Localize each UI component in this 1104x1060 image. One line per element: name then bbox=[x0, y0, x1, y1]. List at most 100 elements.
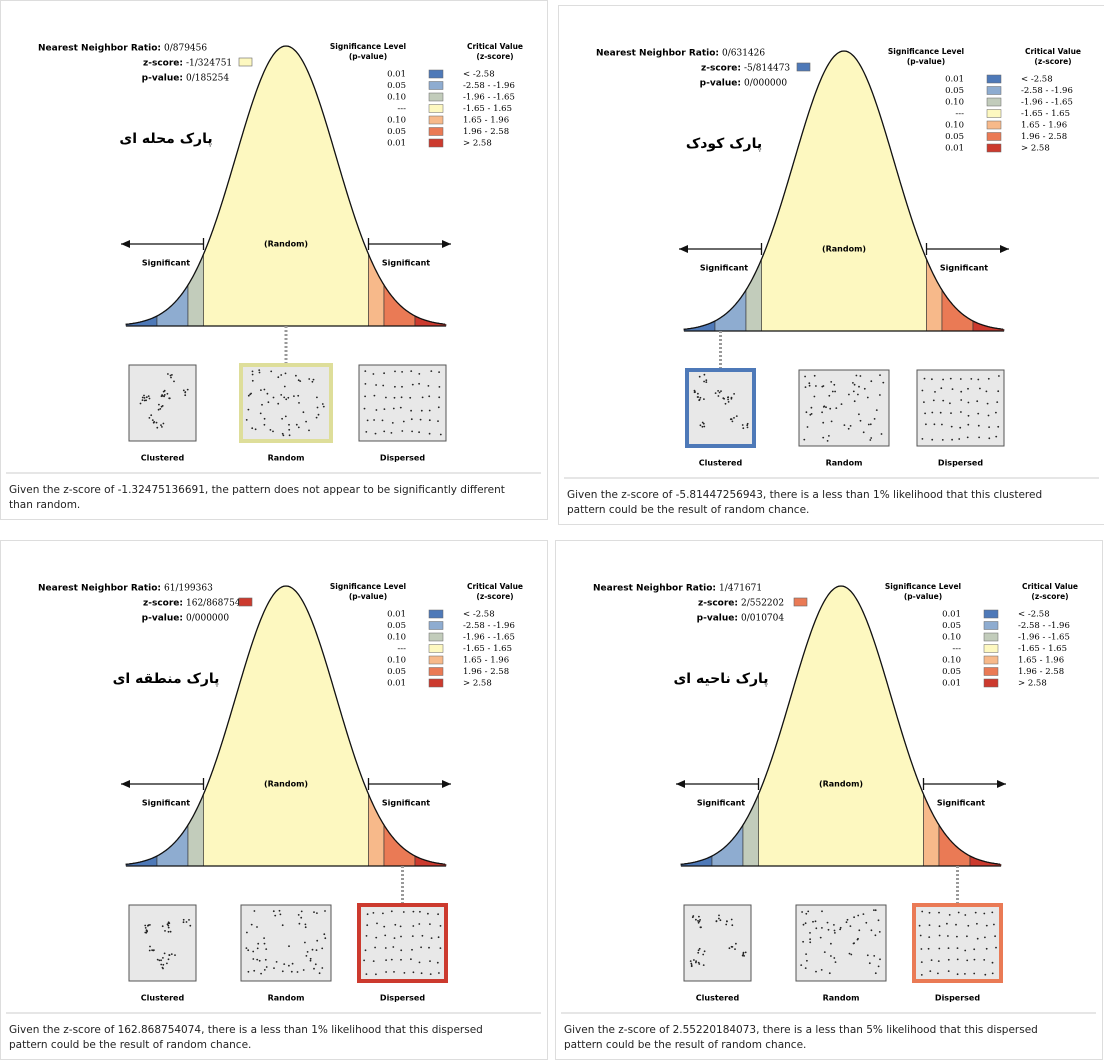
legend-z: -2.58 - -1.96 bbox=[1018, 621, 1070, 631]
pattern-point bbox=[919, 925, 921, 927]
legend-z: -1.65 - 1.65 bbox=[463, 104, 512, 114]
pattern-point bbox=[366, 924, 368, 926]
pattern-point bbox=[983, 959, 985, 961]
pattern-point bbox=[255, 428, 257, 430]
pattern-point bbox=[403, 911, 405, 913]
pattern-point bbox=[300, 917, 302, 919]
legend-header: Significance Level bbox=[885, 582, 961, 591]
pattern-point bbox=[821, 969, 823, 971]
pattern-point bbox=[171, 953, 173, 955]
random-label: (Random) bbox=[264, 780, 308, 789]
pattern-point bbox=[942, 400, 944, 402]
pattern-point bbox=[988, 378, 990, 380]
legend-z: -1.96 - -1.65 bbox=[463, 93, 515, 103]
pattern-point bbox=[879, 394, 881, 396]
pattern-point bbox=[174, 954, 176, 956]
pattern-point bbox=[815, 385, 817, 387]
pattern-point bbox=[144, 925, 146, 927]
pattern-point bbox=[307, 951, 309, 953]
pattern-point bbox=[937, 973, 939, 975]
legend-z: 1.65 - 1.96 bbox=[463, 116, 509, 126]
legend-p: 0.01 bbox=[387, 139, 406, 149]
pattern-point bbox=[170, 377, 172, 379]
pattern-point bbox=[863, 913, 865, 915]
pattern-point bbox=[823, 385, 825, 387]
legend-z: > 2.58 bbox=[1018, 679, 1047, 689]
legend-z: -2.58 - -1.96 bbox=[463, 621, 515, 631]
pattern-point bbox=[298, 914, 300, 916]
report-panel: (Random)SignificantSignificantNearest Ne… bbox=[0, 540, 548, 1060]
pattern-point bbox=[318, 414, 320, 416]
pattern-point bbox=[938, 948, 940, 950]
legend-header: (p-value) bbox=[907, 57, 945, 66]
legend-p: 0.01 bbox=[945, 144, 964, 154]
pattern-point bbox=[252, 380, 254, 382]
pattern-point bbox=[815, 971, 817, 973]
pattern-point bbox=[277, 403, 279, 405]
pattern-point bbox=[438, 936, 440, 938]
pattern-point bbox=[814, 396, 816, 398]
stat-label: z-score: bbox=[143, 599, 183, 609]
pattern-point bbox=[273, 967, 275, 969]
legend-swatch bbox=[984, 633, 998, 641]
pattern-point bbox=[939, 925, 941, 927]
pattern-point bbox=[260, 973, 262, 975]
pattern-point bbox=[148, 395, 150, 397]
pattern-point bbox=[949, 402, 951, 404]
pattern-point bbox=[725, 924, 727, 926]
random-label: (Random) bbox=[264, 240, 308, 249]
pattern-point bbox=[934, 423, 936, 425]
pattern-point bbox=[321, 967, 323, 969]
pattern-point bbox=[164, 390, 166, 392]
stat-value: 0/879456 bbox=[164, 44, 207, 54]
stat-value: 0/000000 bbox=[186, 614, 229, 624]
pattern-point bbox=[438, 406, 440, 408]
pattern-point bbox=[847, 919, 849, 921]
legend-z: > 2.58 bbox=[463, 139, 492, 149]
pattern-point bbox=[703, 398, 705, 400]
pattern-point bbox=[698, 949, 700, 951]
pattern-label: Random bbox=[823, 994, 860, 1003]
pattern-point bbox=[941, 424, 943, 426]
legend-swatch bbox=[429, 93, 443, 101]
curve-region bbox=[743, 794, 759, 866]
legend-swatch bbox=[984, 668, 998, 676]
pattern-point bbox=[870, 380, 872, 382]
pattern-point bbox=[987, 403, 989, 405]
pattern-point bbox=[315, 963, 317, 965]
pattern-point bbox=[418, 431, 420, 433]
pattern-point bbox=[857, 394, 859, 396]
pattern-point bbox=[731, 946, 733, 948]
pattern-point bbox=[270, 429, 272, 431]
pattern-point bbox=[923, 401, 925, 403]
pattern-box bbox=[241, 905, 331, 981]
pattern-point bbox=[834, 932, 836, 934]
legend-p: 0.05 bbox=[387, 127, 406, 137]
pattern-point bbox=[951, 439, 953, 441]
legend-z: < -2.58 bbox=[1021, 75, 1053, 85]
pattern-point bbox=[733, 417, 735, 419]
pattern-point bbox=[828, 395, 830, 397]
pattern-point bbox=[720, 390, 722, 392]
legend-p: 0.01 bbox=[387, 70, 406, 80]
pattern-point bbox=[261, 404, 263, 406]
pattern-point bbox=[160, 959, 162, 961]
pattern-label: Clustered bbox=[696, 994, 740, 1003]
pattern-point bbox=[256, 959, 258, 961]
report-panel: (Random)SignificantSignificantNearest Ne… bbox=[558, 5, 1104, 525]
pattern-point bbox=[384, 408, 386, 410]
pattern-point bbox=[385, 971, 387, 973]
pattern-point bbox=[303, 411, 305, 413]
pattern-point bbox=[703, 423, 705, 425]
legend-z: -1.65 - 1.65 bbox=[463, 644, 512, 654]
legend-z: 1.96 - 2.58 bbox=[463, 127, 509, 137]
pattern-point bbox=[950, 412, 952, 414]
pattern-point bbox=[142, 397, 144, 399]
pattern-point bbox=[731, 924, 733, 926]
pattern-point bbox=[803, 924, 805, 926]
pattern-point bbox=[404, 972, 406, 974]
pattern-point bbox=[166, 963, 168, 965]
stat-value: 1/471671 bbox=[719, 584, 762, 594]
pattern-point bbox=[298, 427, 300, 429]
